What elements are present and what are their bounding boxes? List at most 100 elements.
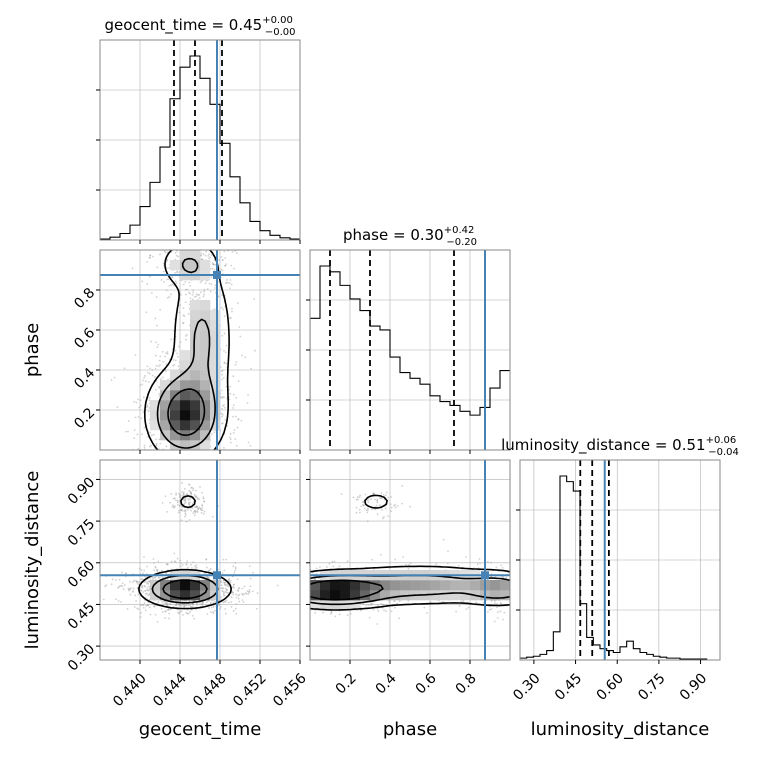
sample-point <box>205 576 208 578</box>
sample-point <box>131 267 134 270</box>
density-cell <box>200 590 211 601</box>
sample-point <box>154 354 157 357</box>
sample-point <box>150 434 153 437</box>
tick-label-x: 0.452 <box>230 670 270 710</box>
sample-point <box>195 505 198 508</box>
density-cell <box>180 400 191 411</box>
sample-point <box>490 599 493 602</box>
sample-point <box>232 591 234 594</box>
sample-point <box>514 589 516 591</box>
sample-point <box>224 583 227 586</box>
sample-point <box>120 584 123 587</box>
sample-point <box>124 457 126 459</box>
sample-point <box>231 591 234 594</box>
sample-point <box>283 589 285 591</box>
sample-point <box>211 433 213 436</box>
sample-point <box>202 457 204 459</box>
title-eq: = <box>650 436 672 454</box>
sample-point <box>220 256 223 258</box>
density-cell <box>410 580 421 591</box>
density-cell <box>190 350 201 361</box>
sample-point <box>241 354 243 357</box>
sample-point <box>189 473 191 475</box>
sample-point <box>204 254 207 257</box>
sample-point <box>545 588 547 590</box>
sample-point <box>161 576 164 579</box>
sample-point <box>224 608 227 610</box>
sample-point <box>137 451 139 453</box>
sample-point <box>252 571 254 574</box>
sample-point <box>280 564 282 566</box>
sample-point <box>497 611 499 613</box>
sample-point <box>186 612 189 615</box>
sample-point <box>367 509 369 512</box>
sample-point <box>530 603 532 605</box>
sample-point <box>225 263 228 266</box>
sample-point <box>496 616 499 619</box>
sample-point <box>185 493 188 495</box>
sample-point <box>221 373 224 376</box>
tick-label-y: 0.8 <box>71 285 98 312</box>
sample-point <box>362 503 364 506</box>
sample-point <box>256 592 259 595</box>
sample-point <box>269 580 271 582</box>
sample-point <box>164 602 167 605</box>
sample-point <box>221 422 224 425</box>
sample-point <box>178 481 180 483</box>
sample-point <box>189 285 192 287</box>
sample-point <box>125 430 127 433</box>
sample-point <box>292 610 294 612</box>
sample-point <box>207 569 210 572</box>
sample-point <box>198 506 201 509</box>
sample-point <box>184 456 186 458</box>
sample-point <box>462 600 465 603</box>
sample-point <box>223 361 226 364</box>
sample-point <box>151 369 154 371</box>
density-cell <box>360 590 371 601</box>
sample-point <box>203 451 205 453</box>
sample-point <box>529 570 531 572</box>
density-cell <box>320 600 331 611</box>
sample-point <box>166 352 169 355</box>
sample-point <box>505 576 508 579</box>
density-cell <box>180 360 191 371</box>
sample-point <box>178 500 181 502</box>
sample-point <box>102 598 105 601</box>
sample-point <box>189 297 192 300</box>
sample-point <box>225 385 228 388</box>
sample-point <box>158 576 161 579</box>
sample-point <box>623 583 625 585</box>
sample-point <box>208 257 210 260</box>
sample-point <box>236 589 239 592</box>
sample-point <box>193 295 196 298</box>
sample-point <box>496 606 498 609</box>
sample-point <box>154 317 157 320</box>
sample-point <box>286 593 288 595</box>
title-eq: = <box>207 16 229 34</box>
sample-point <box>301 605 303 607</box>
histogram-bar <box>440 402 450 450</box>
sample-point <box>177 503 179 506</box>
sample-point <box>247 441 250 444</box>
sample-point <box>222 467 224 469</box>
sample-point <box>216 451 218 453</box>
sample-point <box>159 457 161 459</box>
sample-point <box>295 585 297 587</box>
sample-point <box>261 595 263 597</box>
sample-point <box>274 591 276 593</box>
sample-point <box>213 308 216 311</box>
sample-point <box>329 612 332 615</box>
sample-point <box>296 597 298 599</box>
sample-point <box>195 566 198 569</box>
sample-point <box>136 587 139 590</box>
sample-point <box>221 572 224 575</box>
sample-point <box>205 250 208 253</box>
sample-point <box>219 366 222 369</box>
density-cell <box>210 320 221 331</box>
sample-point <box>387 496 390 499</box>
density-cell <box>170 590 181 601</box>
sample-point <box>153 605 156 607</box>
density-cell <box>350 580 361 591</box>
sample-point <box>230 601 233 603</box>
sample-point <box>264 608 266 610</box>
